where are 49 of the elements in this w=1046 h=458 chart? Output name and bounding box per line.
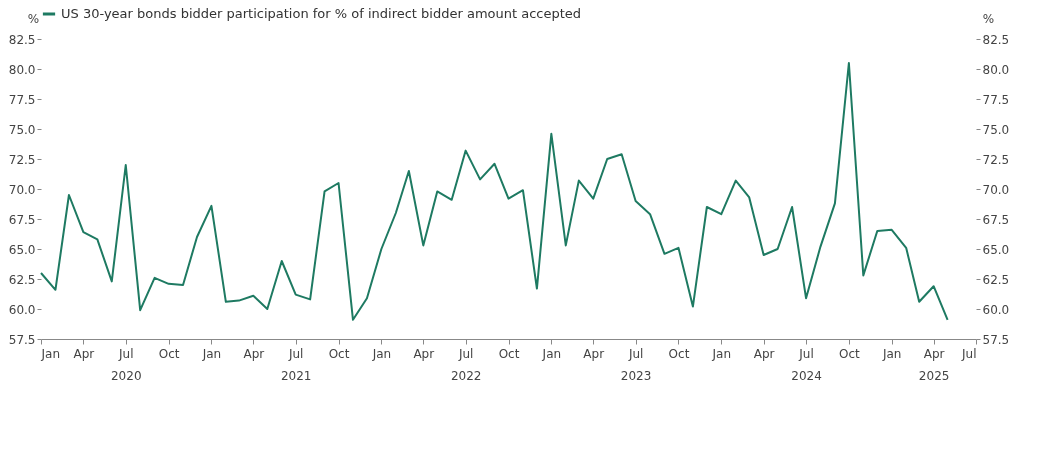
y2-tick-label: 62.5 (982, 272, 1010, 287)
y-tick-label: 65.0 (8, 242, 36, 257)
x-tick-label: Apr (73, 346, 95, 361)
y-tick-label: 75.0 (8, 122, 36, 137)
y2-tick-label: 82.5 (982, 32, 1010, 47)
y2-tick-label: 67.5 (982, 212, 1010, 227)
x-tick-label: Jan (711, 346, 732, 361)
x-tick-label: Jan (371, 346, 392, 361)
y-tick-label: 67.5 (8, 212, 36, 227)
x-tick-label: Jul 2020 (110, 346, 142, 383)
y-tick-label: 72.5 (8, 152, 36, 167)
y-axis-title: % (27, 11, 40, 26)
x-tick-label: Jul (961, 346, 977, 361)
x-tick-label: Apr (583, 346, 605, 361)
x-tick-label: Jan (201, 346, 222, 361)
y-tick-label: 77.5 (8, 92, 36, 107)
x-tick-label: Oct (328, 346, 350, 361)
y2-tick-label: 72.5 (982, 152, 1010, 167)
y2-tick-label: 65.0 (982, 242, 1010, 257)
x-tick-label: Oct (839, 346, 861, 361)
x-tick-label: Apr 2025 (918, 346, 950, 383)
x-tick-label: Jul 2022 (450, 346, 482, 383)
x-tick-label: Apr (753, 346, 775, 361)
y-tick-label: 57.5 (8, 332, 36, 347)
y-tick-label: 82.5 (8, 32, 36, 47)
legend-label: US 30-year bonds bidder participation for % of indirect bidder amount accepted (61, 6, 582, 21)
y2-tick-label: 60.0 (982, 302, 1010, 317)
y-tick-label: 80.0 (8, 62, 36, 77)
x-tick-label: Jul 2023 (620, 346, 652, 383)
x-tick-label: Jan (40, 346, 60, 361)
x-tick-label: Jul 2021 (280, 346, 312, 383)
x-tick-label: Jan (541, 346, 562, 361)
y2-tick-label: 77.5 (982, 92, 1010, 107)
line-series (40, 62, 949, 321)
y2-tick-label: 70.0 (982, 182, 1010, 197)
x-tick-label: Jul 2024 (791, 346, 822, 383)
x-tick-label: Apr (243, 346, 265, 361)
x-tick-label: Apr (413, 346, 435, 361)
x-tick-label: Oct (668, 346, 690, 361)
x-tick-label: Oct (158, 346, 180, 361)
y-tick-label: 70.0 (8, 182, 36, 197)
y2-tick-label: 75.0 (982, 122, 1010, 137)
y2-tick-label: 57.5 (982, 332, 1010, 347)
y2-tick-label: 80.0 (982, 62, 1010, 77)
y-tick-label: 62.5 (8, 272, 36, 287)
y-tick-label: 60.0 (8, 302, 36, 317)
y2-axis-title: % (982, 11, 995, 26)
x-tick-label: Jan (881, 346, 902, 361)
x-tick-label: Oct (498, 346, 520, 361)
